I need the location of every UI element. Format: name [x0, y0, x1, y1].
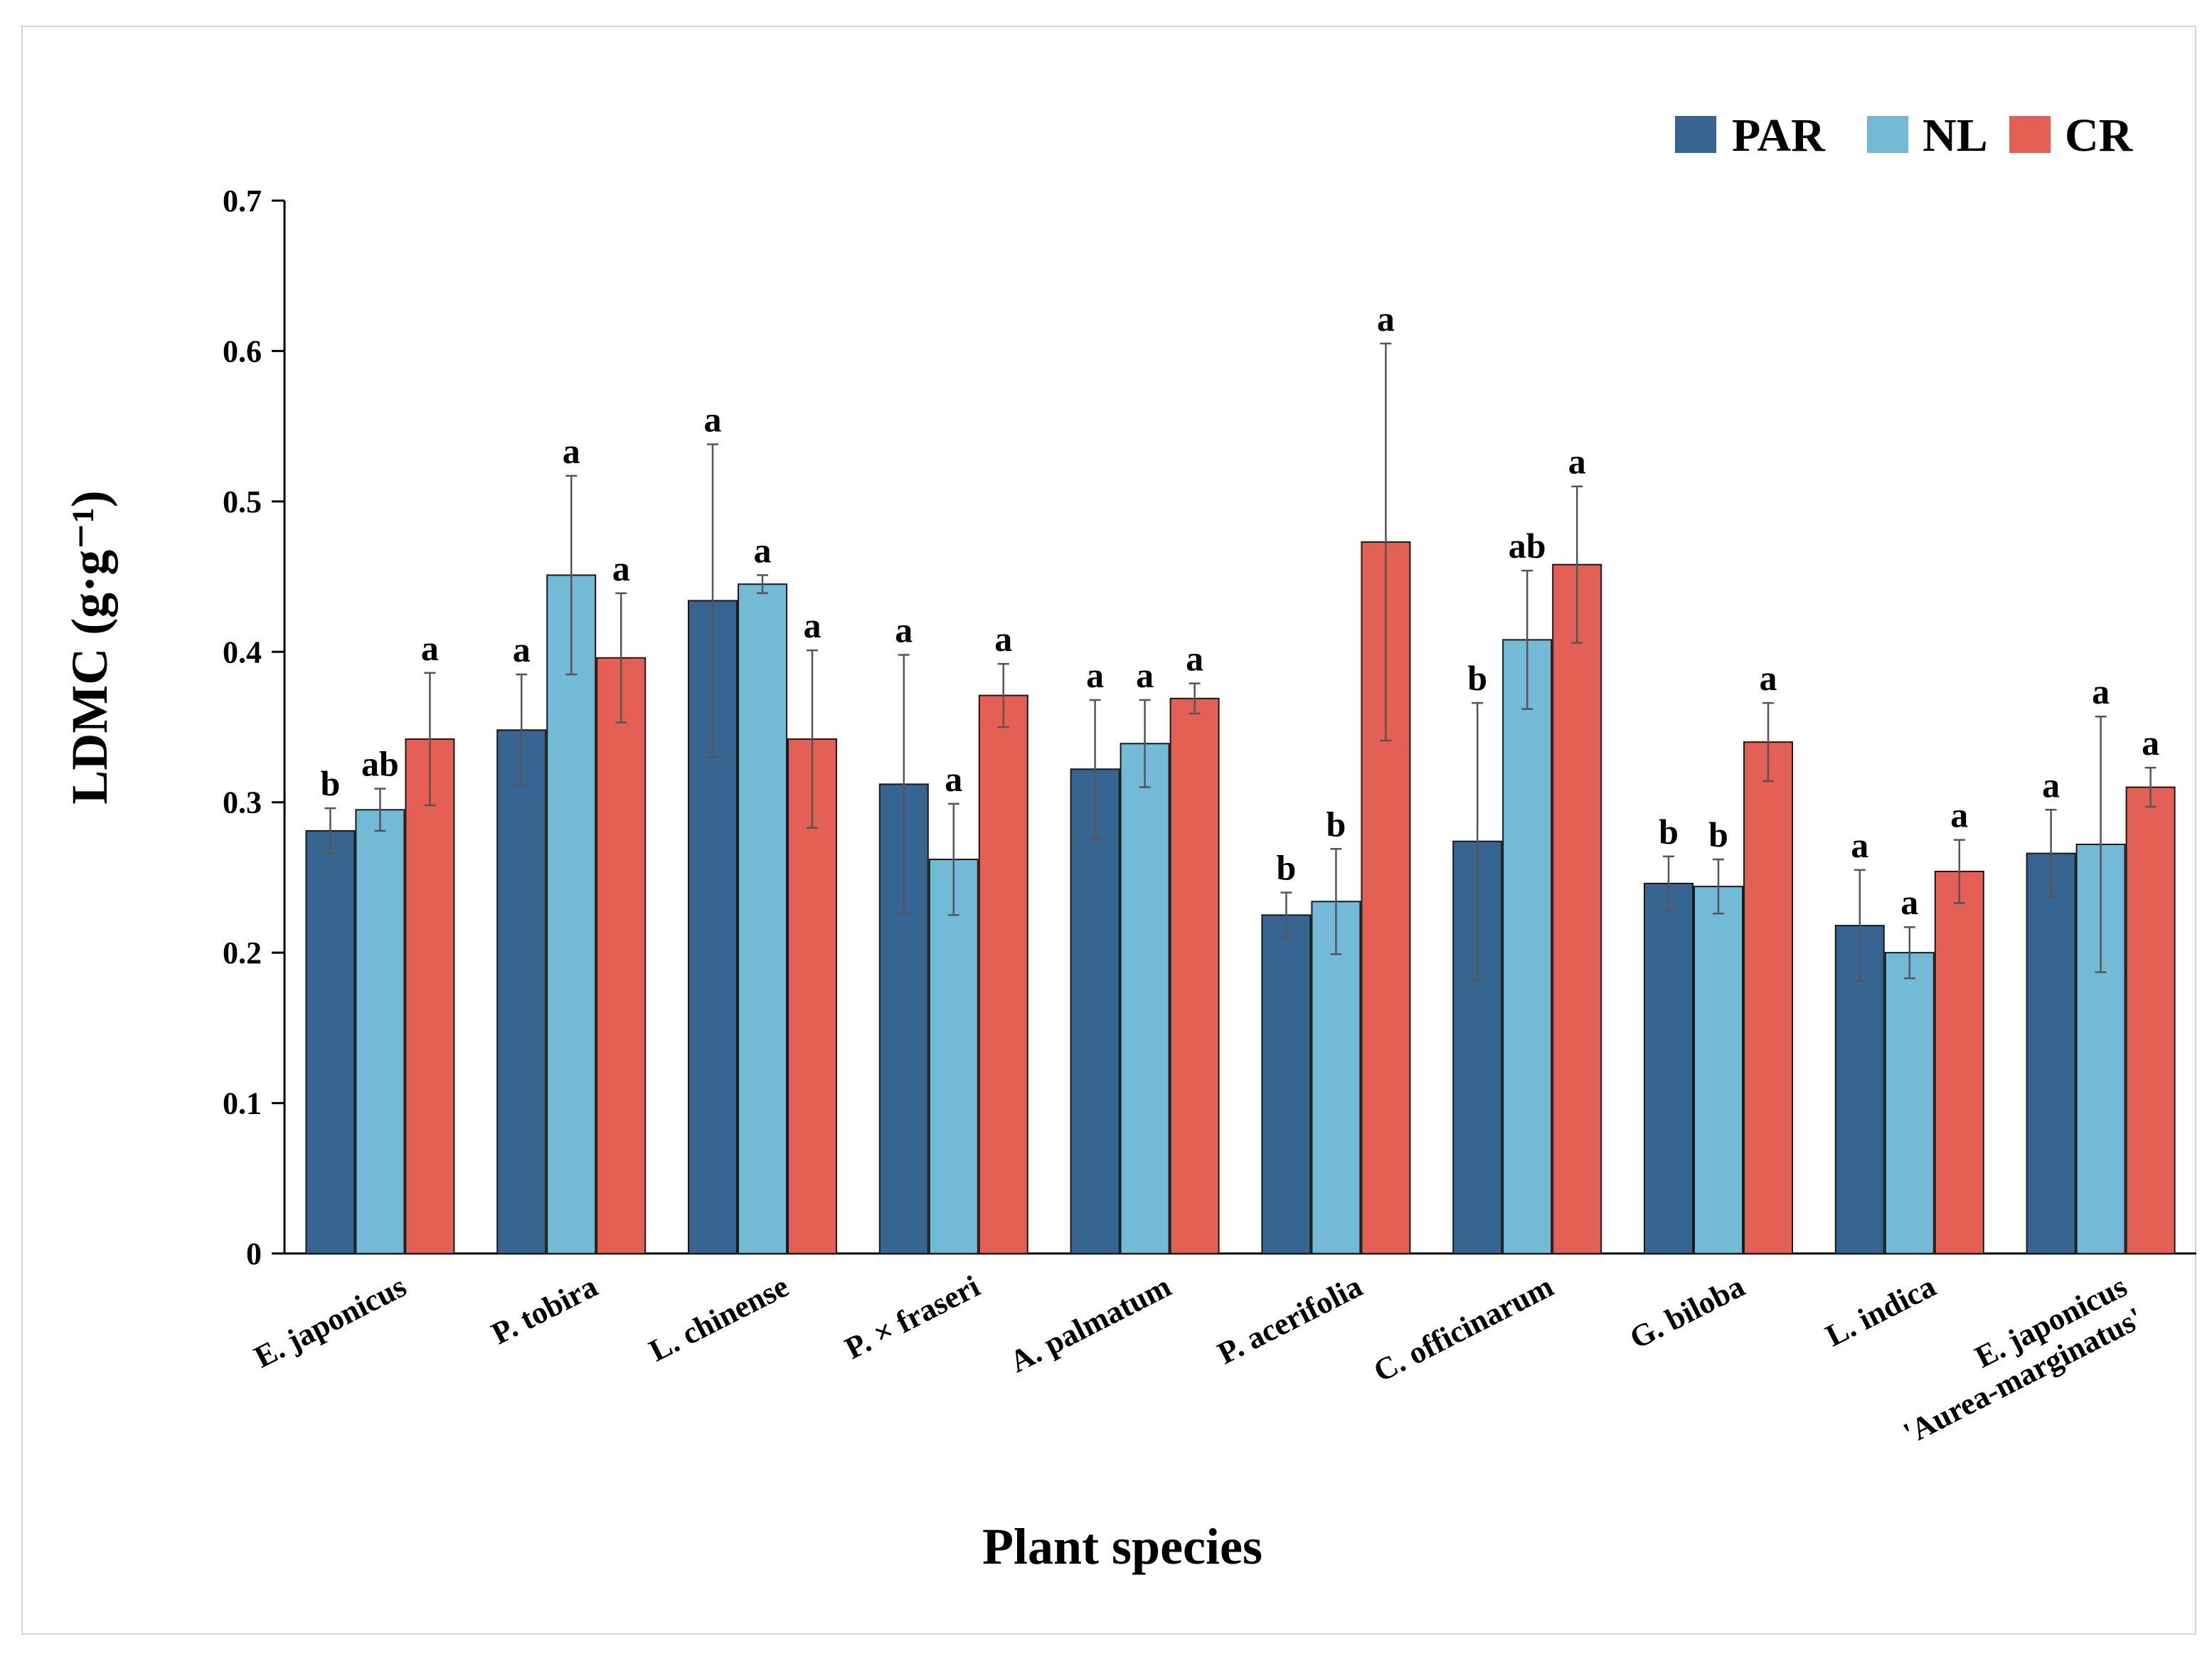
significance-letter: a — [513, 630, 531, 669]
significance-letter: a — [1568, 442, 1586, 482]
legend-label-cr: CR — [2065, 110, 2134, 161]
y-tick-label: 0.3 — [223, 785, 262, 820]
significance-letter: b — [1659, 812, 1679, 852]
x-tick-label-line: P. tobira — [486, 1268, 603, 1351]
significance-letter: a — [1136, 655, 1154, 695]
x-tick-label: G. biloba — [1625, 1268, 1750, 1355]
significance-letter: a — [994, 619, 1012, 659]
y-tick-label: 0 — [246, 1236, 262, 1271]
significance-letter: a — [1086, 655, 1104, 695]
x-tick-label: P. tobira — [486, 1268, 603, 1351]
bar-cr — [2125, 786, 2176, 1254]
significance-letter: a — [2042, 765, 2060, 805]
y-tick-label: 0.6 — [223, 334, 262, 369]
x-tick-label-line: L. chinense — [644, 1268, 794, 1368]
x-axis-title: Plant species — [982, 1518, 1262, 1575]
legend-label-nl: NL — [1923, 110, 1988, 161]
significance-letter: a — [1760, 658, 1777, 698]
significance-letter: a — [1377, 299, 1395, 339]
bar-nl — [738, 583, 787, 1254]
significance-letter: a — [754, 530, 772, 570]
significance-letter: b — [1708, 815, 1728, 854]
significance-letter: a — [612, 548, 630, 588]
significance-letter: a — [1950, 795, 1968, 835]
legend-swatch-par — [1675, 116, 1716, 153]
significance-letter: b — [1276, 848, 1296, 888]
significance-letter: ab — [1509, 526, 1546, 566]
bar-nl — [1311, 901, 1361, 1255]
bar-cr — [596, 657, 647, 1254]
significance-letter: ab — [361, 744, 399, 784]
legend-label-par: PAR — [1732, 110, 1826, 161]
significance-letter: a — [804, 605, 821, 645]
bar-nl — [1120, 743, 1170, 1255]
bar-nl — [546, 574, 597, 1254]
significance-letter: b — [1326, 804, 1346, 844]
bar-nl — [1502, 639, 1553, 1254]
x-tick-label-line: P. acerifolia — [1212, 1268, 1368, 1371]
significance-letter: a — [2092, 672, 2110, 711]
legend: PAR NL CR — [1675, 110, 2134, 161]
x-tick-label: L. chinense — [644, 1268, 794, 1368]
legend-swatch-nl — [1867, 116, 1908, 153]
bar-par — [1070, 768, 1120, 1254]
x-tick-label-line: A. palmatum — [1004, 1268, 1176, 1379]
significance-letter: b — [320, 763, 340, 803]
significance-letter: a — [421, 628, 439, 668]
bar-cr — [1743, 741, 1793, 1254]
x-tick-label: P. acerifolia — [1212, 1268, 1368, 1371]
significance-letter: a — [1851, 825, 1868, 865]
x-tick-label: A. palmatum — [1004, 1268, 1176, 1379]
significance-letter: a — [2142, 723, 2159, 763]
bar-cr — [1934, 870, 1984, 1254]
y-tick-label: 0.7 — [223, 184, 262, 218]
bar-cr — [978, 694, 1028, 1254]
bar-par — [496, 729, 547, 1254]
x-tick-label: L. indica — [1820, 1268, 1941, 1353]
y-tick-label: 0.2 — [223, 935, 262, 970]
bar-par — [2026, 852, 2076, 1254]
x-tick-label: C. officinarum — [1368, 1268, 1558, 1389]
x-tick-label-line: P. × fraseri — [839, 1268, 985, 1366]
bar-par — [1261, 914, 1312, 1255]
y-tick-label: 0.4 — [223, 635, 262, 669]
significance-letter: a — [895, 610, 913, 650]
legend-swatch-cr — [2009, 116, 2051, 153]
y-tick-label: 0.5 — [223, 484, 262, 519]
bar-nl — [1884, 952, 1935, 1254]
bar-nl — [928, 859, 979, 1254]
bar-par — [1644, 882, 1693, 1254]
bar-nl — [1693, 886, 1743, 1254]
significance-letter: a — [1186, 639, 1203, 679]
significance-letter: a — [704, 400, 722, 440]
y-tick-label: 0.1 — [223, 1086, 262, 1121]
bar-cr — [1552, 563, 1602, 1254]
bar-par — [305, 829, 356, 1254]
x-tick-label: E. japonicus — [249, 1268, 412, 1374]
x-tick-label-line: E. japonicus — [249, 1268, 412, 1374]
significance-letter: a — [945, 759, 962, 799]
x-tick-label-line: C. officinarum — [1368, 1268, 1558, 1389]
x-tick-label-line: G. biloba — [1625, 1268, 1750, 1355]
x-tick-label: P. × fraseri — [839, 1268, 985, 1366]
significance-letter: a — [563, 431, 580, 471]
significance-letter: a — [1900, 882, 1918, 922]
significance-letter: b — [1467, 658, 1487, 698]
x-tick-label-line: L. indica — [1820, 1268, 1941, 1353]
bar-nl — [355, 809, 405, 1255]
bar-cr — [405, 738, 455, 1254]
y-axis-title: LDMC (g·g⁻¹) — [61, 490, 118, 805]
bar-cr — [1169, 697, 1220, 1254]
